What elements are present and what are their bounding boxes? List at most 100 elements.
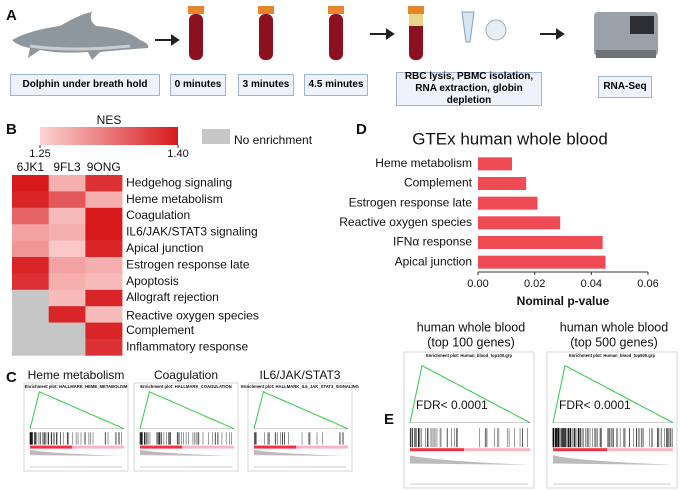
gsea-frame <box>403 351 535 489</box>
panel-label: C <box>6 369 17 386</box>
gsea-ranked-metric <box>140 449 234 457</box>
row-label: Reactive oxygen species <box>126 309 259 323</box>
y-tick-label: IFNα response <box>393 235 472 249</box>
gsea-running-score <box>552 364 674 424</box>
heatmap-cell <box>85 322 123 340</box>
x-tick-label: 0.04 <box>581 278 602 290</box>
heatmap-cell <box>85 306 123 323</box>
row-label: Inflammatory response <box>126 339 248 353</box>
heatmap-cell <box>12 191 49 209</box>
heatmap-cell <box>48 207 86 225</box>
heatmap-cell <box>12 339 49 356</box>
y-tick-label: Estrogen response late <box>349 195 473 209</box>
heatmap-cell <box>85 240 123 258</box>
row-label: Coagulation <box>126 208 190 222</box>
row-label: Apoptosis <box>126 274 179 288</box>
gsea-subtitle: Enrichment plot: HALLMARK_IL6_JAK_STAT3_… <box>241 384 359 389</box>
workflow-step: 3 minutes <box>238 74 294 96</box>
gsea-frame <box>247 382 353 472</box>
gsea-ranked-metric <box>30 449 124 457</box>
y-tick-label: Heme metabolism <box>375 156 472 170</box>
gsea-title: (top 100 genes) <box>427 335 515 349</box>
y-tick-label: Reactive oxygen species <box>339 215 472 229</box>
gsea-rank-bar-neg <box>464 448 530 452</box>
panel-label: E <box>384 411 394 428</box>
blood-tubes <box>188 6 507 60</box>
gsea-subtitle: Enrichment plot: Human_blood_top100.grp <box>426 353 513 358</box>
column-label: 9FL3 <box>53 160 81 174</box>
workflow-step: 0 minutes <box>170 74 226 96</box>
gsea-ranked-metric <box>254 449 348 457</box>
heatmap-cell <box>12 289 49 307</box>
gsea-rank-bar-neg <box>607 448 673 452</box>
row-label: Apical junction <box>126 241 203 255</box>
bar <box>478 236 603 249</box>
panel-label: D <box>356 121 367 138</box>
chart-title: GTEx human whole blood <box>412 129 608 148</box>
colorbar <box>40 127 178 145</box>
heatmap-cell <box>12 224 49 241</box>
arrows <box>155 28 565 46</box>
gsea-running-score <box>139 391 235 430</box>
x-tick-label: 0.02 <box>524 278 545 290</box>
heatmap-cell <box>48 306 86 323</box>
gsea-annotation: FDR< 0.0001 <box>559 398 631 412</box>
gsea-running-score <box>409 364 531 424</box>
heatmap-cell <box>12 257 49 274</box>
dolphin <box>12 12 149 60</box>
legend-title: NES <box>97 113 122 127</box>
workflow-step: 4.5 minutes <box>304 74 368 96</box>
gsea-title: IL6/JAK/STAT3 <box>260 368 341 382</box>
workflow-step: RNA-Seq <box>598 76 652 98</box>
heatmap-cell <box>12 306 49 323</box>
heatmap-cell <box>48 257 86 274</box>
y-tick-label: Complement <box>404 176 473 190</box>
bar <box>478 196 538 210</box>
gsea-annotation: FDR< 0.0001 <box>416 398 488 412</box>
dolphin-belly <box>29 44 131 51</box>
x-axis-label: Nominal p-value <box>517 294 610 308</box>
row-label: IL6/JAK/STAT3 signaling <box>126 225 258 239</box>
gsea-ranked-metric <box>553 455 673 465</box>
gsea-rank-bar-pos <box>140 445 183 449</box>
gsea-running-score <box>29 391 125 430</box>
gsea-rank-bar-pos <box>410 448 464 452</box>
row-label: Complement <box>126 323 195 337</box>
heatmap-cell <box>85 273 123 291</box>
gsea-subtitle: Enrichment plot: HALLMARK_COAGULATION <box>140 384 231 389</box>
heatmap-cell <box>48 240 86 258</box>
gsea-title: (top 500 genes) <box>570 335 658 349</box>
bar <box>478 216 561 230</box>
heatmap-cell <box>48 322 86 340</box>
column-label: 9ONG <box>87 160 121 174</box>
bar <box>478 177 527 190</box>
workflow-step: Dolphin under breath hold <box>10 74 160 96</box>
heatmap-cell <box>85 175 123 192</box>
row-label: Estrogen response late <box>126 257 250 271</box>
heatmap-cell <box>85 289 123 307</box>
heatmap-cell <box>12 273 49 291</box>
heatmap-cell <box>48 273 86 291</box>
gsea-ranked-metric <box>410 455 530 465</box>
gsea-frame <box>546 351 678 489</box>
gsea-rank-bar-neg <box>182 445 234 449</box>
heatmap-cell <box>85 224 123 241</box>
heatmap-cell <box>85 339 123 356</box>
heatmap-cell <box>85 257 123 274</box>
gsea-rank-bar-pos <box>30 445 73 449</box>
gsea-rank-bar-neg <box>72 445 124 449</box>
gsea-subtitle: Enrichment plot: Human_blood_top500.grp <box>569 353 656 358</box>
heatmap-cell <box>48 224 86 241</box>
heatmap-cell <box>48 339 86 356</box>
bar <box>478 157 512 171</box>
heatmap-cell <box>85 207 123 225</box>
row-label: Heme metabolism <box>126 192 223 206</box>
heatmap-cell <box>48 191 86 209</box>
gsea-title: Heme metabolism <box>28 368 125 382</box>
null-label: No enrichment <box>234 133 313 147</box>
gsea-rank-bar-pos <box>254 445 297 449</box>
colorbar-tick-label: 1.40 <box>167 148 188 160</box>
gsea-subtitle: Enrichment plot: HALLMARK_HEME_METABOLIS… <box>25 384 128 389</box>
